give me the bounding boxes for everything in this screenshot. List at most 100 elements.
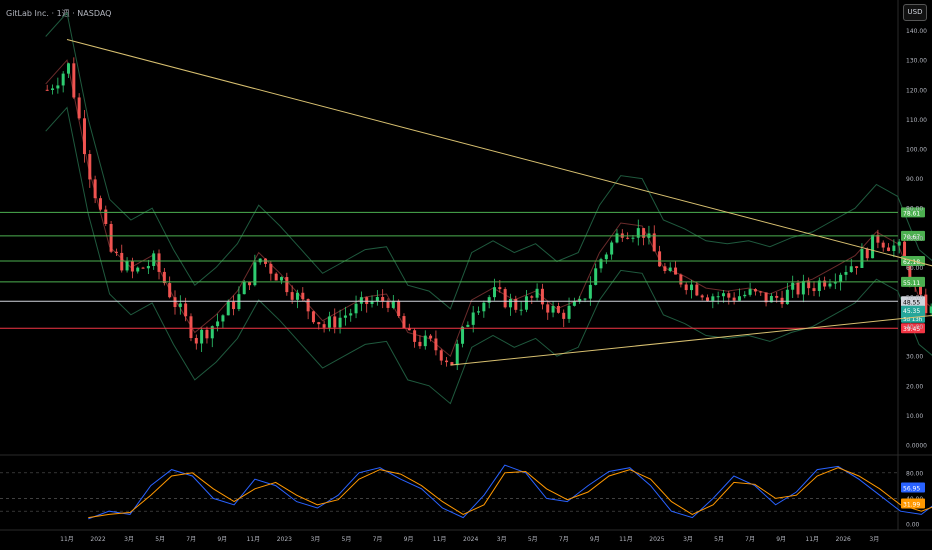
- candle-body: [120, 252, 124, 271]
- price-axis[interactable]: 140.00 130.00 120.00 110.00 100.00 90.00 80.00…: [906, 28, 927, 449]
- interval-label[interactable]: 1週: [56, 9, 70, 18]
- level-badge-label: 78.61: [903, 210, 920, 217]
- candle-body: [455, 343, 459, 366]
- candle-body: [887, 247, 891, 251]
- stoch-tick-label: 0.00: [906, 522, 920, 529]
- candle-body: [439, 350, 443, 361]
- time-tick-label: 9月: [404, 536, 414, 543]
- candle-body: [695, 284, 699, 296]
- candle-body: [578, 298, 582, 302]
- candle-body: [466, 324, 470, 327]
- candle-body: [141, 267, 145, 269]
- candle-body: [280, 277, 283, 281]
- level-badge: [901, 296, 925, 307]
- symbol-name[interactable]: GitLab Inc.: [6, 9, 49, 18]
- trendlines[interactable]: [66, 38, 932, 366]
- candle-body: [844, 272, 848, 275]
- price-tick-label: 80.00: [906, 206, 923, 213]
- time-tick-label: 3月: [124, 536, 134, 543]
- horizontal-levels[interactable]: 78.61 70.67 62.18 55.11 48.55 39.45 45.35 3d 13…: [0, 207, 925, 334]
- candle-body: [748, 289, 752, 295]
- time-tick-label: 3月: [310, 536, 320, 543]
- last-price-label: 45.35: [903, 308, 920, 315]
- candle-body: [450, 362, 454, 366]
- candle-body: [285, 277, 289, 293]
- candle-body: [572, 301, 576, 306]
- candle-body: [98, 198, 102, 210]
- candle-body: [461, 326, 465, 344]
- stoch-d-line: [88, 467, 932, 519]
- time-tick-label: 2022: [90, 536, 105, 543]
- candle-body: [514, 298, 518, 310]
- candle-body: [146, 265, 150, 269]
- time-tick-label: 5月: [342, 536, 352, 543]
- stoch-k-value: 56.95: [903, 486, 920, 493]
- candle-body: [839, 274, 843, 283]
- time-tick-label: 11月: [805, 536, 819, 543]
- chart-header: GitLab Inc. · 1週 · NASDAQ: [6, 8, 111, 19]
- exchange-label: NASDAQ: [77, 9, 112, 18]
- candle-body: [519, 309, 523, 311]
- header-separator: ·: [72, 9, 75, 18]
- candle-body: [668, 267, 672, 272]
- trendline: [66, 38, 932, 267]
- candle-body: [317, 322, 321, 325]
- time-tick-label: 9月: [776, 536, 786, 543]
- candle-body: [727, 293, 731, 298]
- level-badge: [901, 230, 925, 241]
- candle-body: [354, 303, 358, 314]
- candle-body: [381, 296, 385, 302]
- candle-body: [157, 253, 161, 272]
- time-tick-label: 7月: [745, 536, 755, 543]
- candle-body: [343, 315, 347, 318]
- candle-body: [114, 251, 118, 253]
- candle-body: [189, 316, 193, 339]
- stoch-d-badge: [901, 498, 925, 509]
- time-tick-label: 11月: [433, 536, 447, 543]
- candle-body: [269, 263, 273, 274]
- candle-body: [487, 297, 491, 303]
- candle-body: [72, 63, 76, 98]
- candle-body: [51, 88, 55, 90]
- candle-body: [210, 326, 214, 339]
- candle-body: [615, 233, 619, 243]
- candle-body: [152, 253, 156, 266]
- time-tick-label: 5月: [528, 536, 538, 543]
- candle-body: [679, 274, 683, 285]
- candle-body: [365, 297, 369, 304]
- time-tick-label: 7月: [559, 536, 569, 543]
- candle-body: [849, 266, 853, 273]
- candle-body: [642, 228, 646, 238]
- candle-body: [311, 311, 315, 323]
- candle-body: [743, 294, 747, 297]
- candle-body: [226, 301, 230, 316]
- trendline: [450, 314, 932, 366]
- candle-body: [493, 287, 496, 298]
- currency-button[interactable]: USD: [903, 4, 927, 21]
- time-axis[interactable]: 11月 2022 3月 5月 7月 9月 11月 2023 3月 5月 7月 9月 11月 2024 3月 5…: [60, 536, 879, 543]
- candle-body: [194, 338, 198, 344]
- candle-body: [594, 268, 598, 285]
- candle-body: [796, 282, 800, 295]
- price-tick-label: 100.00: [906, 147, 927, 154]
- time-tick-label: 3月: [869, 536, 879, 543]
- price-tick-label: 20.00: [906, 383, 923, 390]
- candle-body: [56, 85, 60, 89]
- candle-body: [301, 292, 305, 300]
- time-tick-label: 2026: [836, 536, 851, 543]
- candle-body: [482, 302, 486, 312]
- price-tick-label: 0.0000: [906, 443, 927, 450]
- candle-body: [423, 335, 427, 347]
- candle-body: [402, 316, 406, 329]
- candle-body: [205, 329, 209, 339]
- candle-body: [903, 241, 907, 261]
- candle-body: [801, 280, 805, 295]
- candle-body: [759, 291, 763, 293]
- time-tick-label: 9月: [217, 536, 227, 543]
- candle-body: [524, 296, 528, 310]
- candle-body: [471, 312, 475, 325]
- candle-body: [785, 289, 789, 305]
- candle-body: [588, 284, 592, 299]
- candle-body: [125, 261, 129, 271]
